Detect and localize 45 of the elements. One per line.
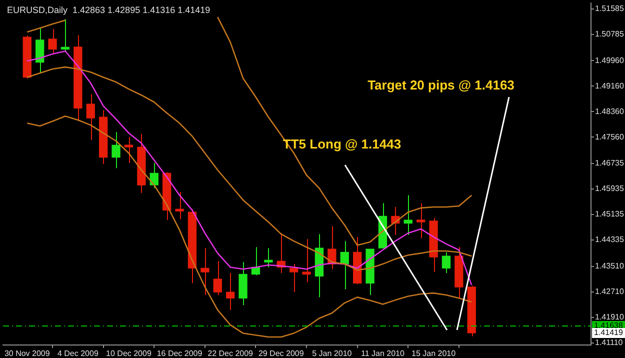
candlestick xyxy=(48,28,57,54)
y-tick-label: 1.51585 xyxy=(595,4,624,14)
candlestick xyxy=(416,202,426,239)
y-tick-label: 1.43510 xyxy=(595,261,624,270)
candlestick xyxy=(302,238,311,283)
y-tick-label: 1.49960 xyxy=(595,56,624,65)
candlestick xyxy=(200,248,210,296)
y-tick-label: 1.42710 xyxy=(595,286,624,296)
y-tick-label: 1.44335 xyxy=(595,235,624,244)
candlestick xyxy=(404,194,412,236)
x-tick-label: 16 Dec 2009 xyxy=(156,349,203,358)
candlestick xyxy=(124,136,134,164)
candlestick xyxy=(36,26,44,74)
y-tick-label: 1.45935 xyxy=(595,184,624,194)
candlestick xyxy=(289,264,298,293)
candlestick xyxy=(60,18,70,53)
x-tick-label: 4 Dec 2009 xyxy=(57,349,99,358)
y-tick-label: 1.47560 xyxy=(595,132,624,142)
y-tick-label: 1.45135 xyxy=(595,210,624,219)
x-tick-label: 30 Nov 2009 xyxy=(4,349,50,358)
y-tick-label: 1.50785 xyxy=(595,30,624,39)
text: 1.41419 xyxy=(594,328,624,338)
candlestick xyxy=(150,162,158,189)
candlestick xyxy=(175,192,184,220)
x-tick-label: 15 Jan 2010 xyxy=(412,349,456,358)
candlestick xyxy=(112,132,120,169)
candlestick xyxy=(213,260,222,296)
chart-title: EURUSD,Daily 1.42863 1.42895 1.41316 1.41419 xyxy=(7,4,210,15)
y-tick-label: 1.41910 xyxy=(595,312,624,322)
candlestick xyxy=(442,252,451,274)
candlestick xyxy=(264,248,273,268)
candlestick xyxy=(226,272,235,310)
x-tick-label: 11 Jan 2010 xyxy=(360,349,405,358)
y-tick-label: 1.48360 xyxy=(595,106,624,116)
candlestick xyxy=(340,240,349,290)
x-tick-label: 29 Dec 2009 xyxy=(258,349,304,358)
x-tick-label: 10 Dec 2009 xyxy=(106,349,152,358)
x-tick-label: 5 Jan 2010 xyxy=(312,349,352,358)
y-tick-label: 1.41110 xyxy=(595,338,624,347)
candlestick xyxy=(86,94,95,141)
ref-line-label: 1.41638 xyxy=(594,321,624,330)
y-tick-label: 1.49160 xyxy=(595,81,624,90)
annotation: Target 20 pips @ 1.4163 xyxy=(368,78,514,93)
y-tick-label: 1.46735 xyxy=(595,158,624,168)
x-tick-label: 22 Dec 2009 xyxy=(208,349,254,358)
